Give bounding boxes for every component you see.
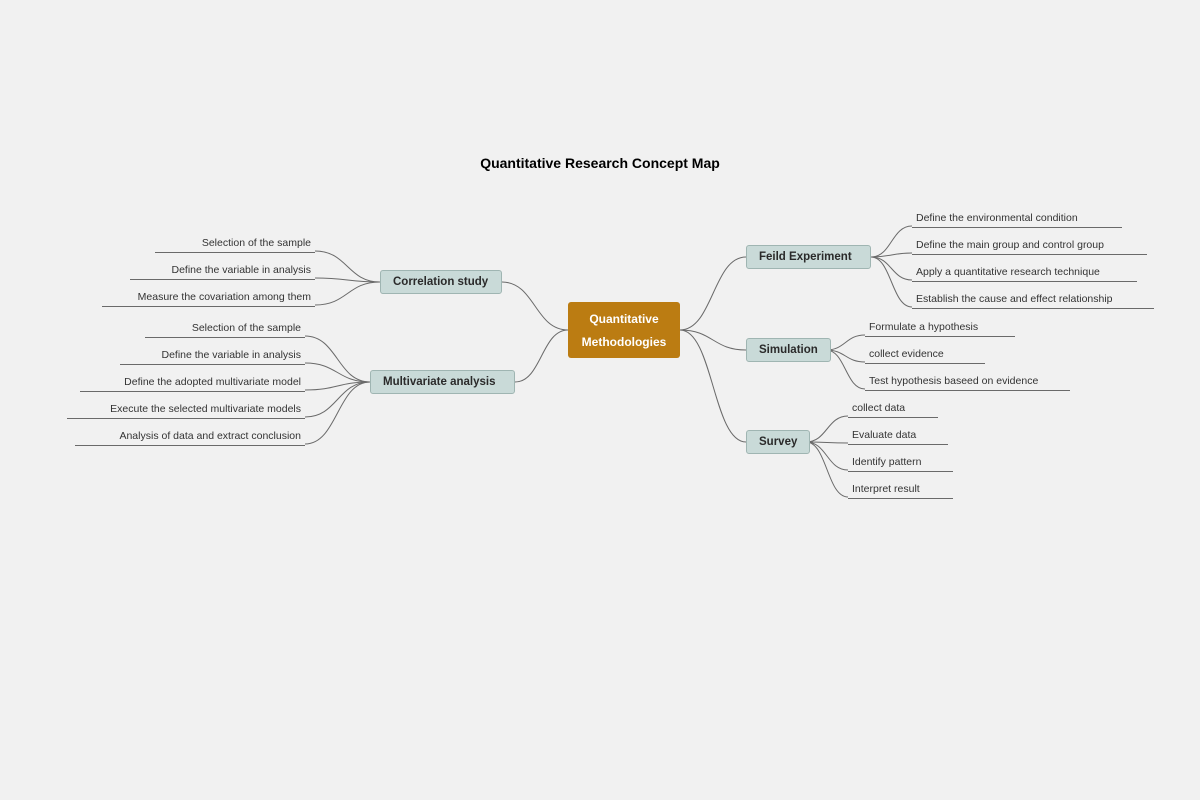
diagram-title: Quantitative Research Concept Map: [0, 155, 1200, 171]
leaf: Analysis of data and extract conclusion: [75, 428, 305, 446]
branch-multivariate: Multivariate analysis: [370, 370, 515, 394]
leaf: Measure the covariation among them: [102, 289, 315, 307]
leaf: Define the main group and control group: [912, 237, 1147, 255]
leaf: Test hypothesis baseed on evidence: [865, 373, 1070, 391]
leaf: Define the environmental condition: [912, 210, 1122, 228]
leaf: Formulate a hypothesis: [865, 319, 1015, 337]
leaf: Evaluate data: [848, 427, 948, 445]
central-node: QuantitativeMethodologies: [568, 302, 680, 358]
leaf: Execute the selected multivariate models: [67, 401, 305, 419]
leaf: Identify pattern: [848, 454, 953, 472]
leaf: Apply a quantitative research technique: [912, 264, 1137, 282]
leaf: Define the adopted multivariate model: [80, 374, 305, 392]
branch-simulation: Simulation: [746, 338, 831, 362]
branch-survey: Survey: [746, 430, 810, 454]
leaf: Interpret result: [848, 481, 953, 499]
leaf: collect data: [848, 400, 938, 418]
leaf: Selection of the sample: [155, 235, 315, 253]
branch-field: Feild Experiment: [746, 245, 871, 269]
leaf: Define the variable in analysis: [120, 347, 305, 365]
leaf: Selection of the sample: [145, 320, 305, 338]
connector-layer: [0, 0, 1200, 800]
leaf: collect evidence: [865, 346, 985, 364]
leaf: Define the variable in analysis: [130, 262, 315, 280]
leaf: Establish the cause and effect relations…: [912, 291, 1154, 309]
branch-correlation: Correlation study: [380, 270, 502, 294]
